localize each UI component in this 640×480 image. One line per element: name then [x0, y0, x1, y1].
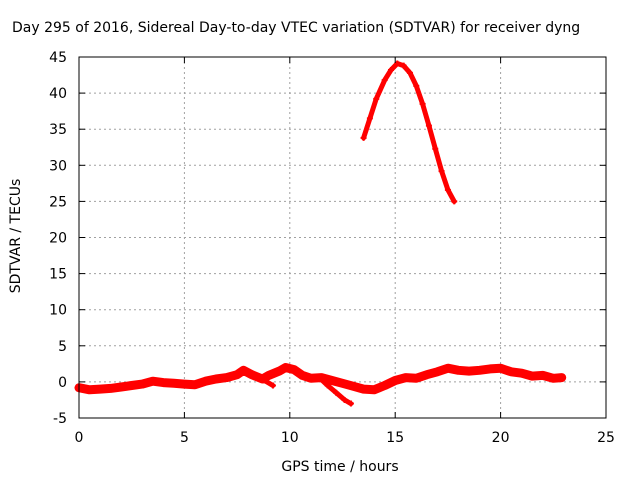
y-tick-label: 30: [49, 158, 67, 174]
data-point: [465, 368, 472, 375]
data-point: [234, 371, 241, 378]
data-point: [269, 382, 276, 389]
data-point: [97, 386, 104, 393]
x-tick-label: 25: [597, 430, 615, 446]
data-point: [240, 367, 247, 374]
data-point: [558, 374, 565, 381]
data-point: [341, 396, 348, 403]
data-point: [434, 368, 441, 375]
data-point: [360, 134, 367, 141]
y-tick-label: 25: [49, 194, 67, 210]
data-point: [202, 378, 209, 385]
x-axis-label: GPS time / hours: [281, 459, 398, 475]
x-tick-label: 5: [180, 430, 189, 446]
data-point: [253, 372, 260, 379]
data-point: [508, 368, 515, 375]
data-point: [444, 186, 451, 193]
chart-title: Day 295 of 2016, Sidereal Day-to-day VTE…: [12, 20, 580, 36]
data-series: [74, 60, 567, 407]
data-point: [191, 381, 198, 388]
y-tick-label: -5: [53, 411, 67, 427]
data-point: [413, 375, 420, 382]
x-tick-label: 10: [281, 430, 299, 446]
y-tick-label: 5: [58, 339, 67, 355]
data-point: [86, 386, 93, 393]
data-point: [497, 365, 504, 372]
data-point: [451, 198, 458, 205]
data-point: [529, 373, 536, 380]
y-tick-label: 45: [49, 50, 67, 66]
series-line: [361, 61, 457, 204]
data-point: [128, 382, 135, 389]
data-point: [181, 381, 188, 388]
data-point: [406, 69, 413, 76]
data-point: [282, 364, 289, 371]
series-peak-arc: [360, 60, 458, 205]
data-point: [444, 365, 451, 372]
data-point: [392, 377, 399, 384]
data-point: [291, 366, 298, 373]
data-point: [149, 378, 156, 385]
data-point: [402, 374, 409, 381]
data-point: [347, 400, 354, 407]
data-point: [339, 380, 346, 387]
data-point: [432, 145, 439, 152]
data-point: [438, 168, 445, 175]
axis-ticks: 0 5 10 15 20 25 -5 0 5 10 15 20 25 30 35 40 45: [49, 50, 615, 446]
y-tick-label: 10: [49, 303, 67, 319]
grid-lines: [78, 56, 607, 419]
data-point: [328, 377, 335, 384]
plot-frame: [78, 56, 607, 419]
series-low-band-branch: [316, 374, 354, 407]
data-point: [518, 370, 525, 377]
data-point: [299, 372, 306, 379]
data-point: [213, 376, 220, 383]
data-point: [160, 379, 167, 386]
data-point: [394, 60, 401, 67]
data-point: [423, 371, 430, 378]
data-point: [550, 375, 557, 382]
data-point: [381, 77, 388, 84]
y-tick-label: 40: [49, 86, 67, 102]
data-point: [425, 122, 432, 129]
data-point: [400, 62, 407, 69]
data-point: [413, 82, 420, 89]
x-tick-label: 0: [75, 430, 84, 446]
data-point: [223, 374, 230, 381]
data-point: [261, 377, 268, 384]
data-point: [360, 386, 367, 393]
data-point: [324, 382, 331, 389]
data-point: [387, 66, 394, 73]
x-tick-label: 15: [386, 430, 404, 446]
data-point: [381, 382, 388, 389]
data-point: [170, 380, 177, 387]
data-point: [333, 389, 340, 396]
y-tick-label: 0: [58, 375, 67, 391]
x-tick-label: 20: [492, 430, 510, 446]
data-point: [487, 365, 494, 372]
data-point: [455, 367, 462, 374]
data-point: [366, 115, 373, 122]
data-point: [539, 372, 546, 379]
data-point: [118, 383, 125, 390]
series-low-band: [74, 363, 567, 395]
data-point: [476, 367, 483, 374]
data-point: [373, 95, 380, 102]
y-tick-label: 20: [49, 231, 67, 247]
data-point: [139, 381, 146, 388]
data-point: [265, 372, 272, 379]
data-point: [316, 374, 323, 381]
y-tick-label: 35: [49, 122, 67, 138]
data-point: [419, 100, 426, 107]
data-point: [276, 368, 283, 375]
y-axis-label: SDTVAR / TECUs: [8, 179, 24, 294]
data-point: [107, 385, 114, 392]
data-point: [307, 375, 314, 382]
y-tick-label: 15: [49, 267, 67, 283]
data-point: [371, 386, 378, 393]
series-low-band-branch-2: [253, 372, 276, 389]
data-point: [350, 383, 357, 390]
